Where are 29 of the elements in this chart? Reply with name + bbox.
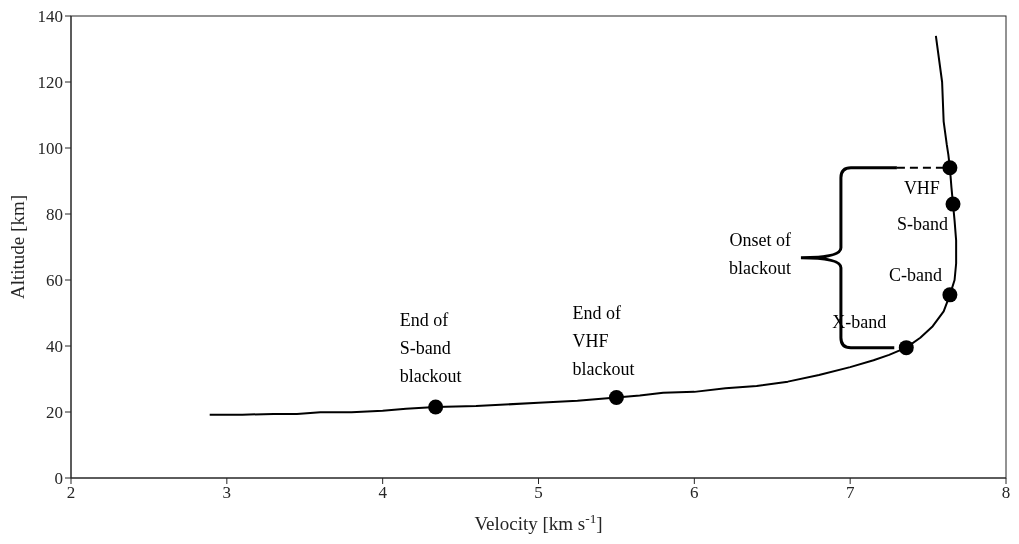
y-tick-label: 40 [46, 337, 63, 357]
y-tick-label: 20 [46, 403, 63, 423]
annotation: End of VHF blackout [572, 303, 635, 380]
point [945, 196, 961, 212]
y-tick-label: 60 [46, 271, 63, 291]
x-tick-label: 7 [845, 483, 855, 503]
y-tick-label: 0 [54, 469, 63, 489]
x-tick-label: 2 [66, 483, 76, 503]
annotation: S-band [897, 214, 949, 235]
annotation: C-band [888, 264, 942, 285]
annotation: End of S-band blackout [399, 310, 462, 387]
x-tick-label: 8 [1001, 483, 1011, 503]
point [942, 287, 958, 303]
x-tick-label: 6 [690, 483, 699, 503]
point [608, 389, 624, 405]
point [898, 340, 914, 356]
x-tick-label: 4 [378, 483, 388, 503]
annotation: Onset of blackout [728, 229, 791, 278]
x-axis-title: Velocity [km s$^{-1}$] [474, 510, 603, 534]
y-tick-label: 120 [37, 73, 63, 93]
annotation: VHF [903, 177, 940, 198]
y-tick-label: 140 [37, 7, 63, 27]
x-tick-label: 5 [534, 483, 543, 503]
y-axis-title: Altitude [km] [7, 195, 28, 299]
y-tick-label: 100 [37, 139, 63, 159]
point [428, 399, 444, 415]
y-tick-label: 80 [46, 205, 63, 225]
point [942, 160, 958, 176]
x-tick-label: 3 [222, 483, 232, 503]
